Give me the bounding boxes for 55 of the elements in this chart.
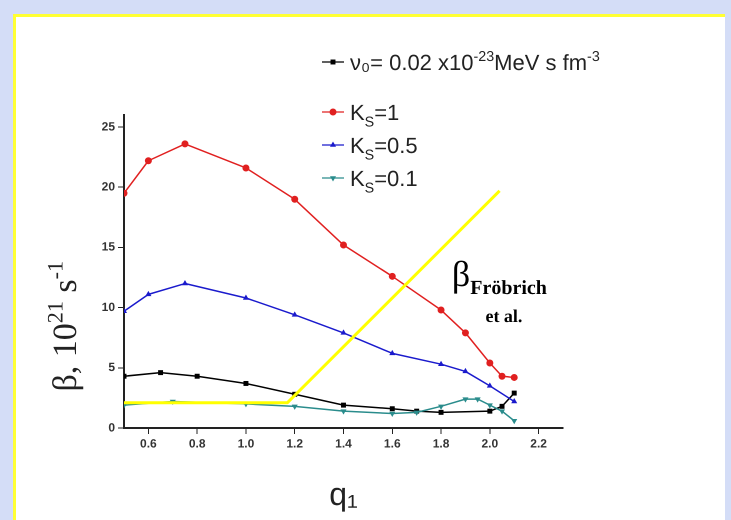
x-tick-label: 1.2 bbox=[286, 436, 304, 451]
point bbox=[462, 329, 469, 336]
point bbox=[182, 280, 188, 286]
point bbox=[438, 404, 444, 410]
x-tick-label: 1.8 bbox=[432, 436, 450, 451]
point bbox=[292, 311, 298, 317]
point bbox=[341, 402, 346, 408]
y-tick-label: 0 bbox=[108, 420, 116, 434]
point bbox=[340, 242, 347, 249]
point bbox=[390, 406, 395, 412]
y-tick-label: 20 bbox=[102, 180, 116, 194]
x-tick-label: 2.2 bbox=[530, 436, 548, 451]
x-tick-label: 2.0 bbox=[481, 436, 498, 451]
y-tick-label: 10 bbox=[102, 300, 116, 314]
y-tick-label: 15 bbox=[102, 240, 116, 254]
y-axis-title: β, 1021 s-1 bbox=[42, 260, 84, 392]
x-tick-label: 1.6 bbox=[384, 436, 401, 451]
point bbox=[438, 306, 445, 314]
point bbox=[158, 370, 164, 376]
point bbox=[194, 374, 200, 379]
x-tick-label: 0.6 bbox=[140, 436, 158, 451]
point bbox=[511, 419, 518, 424]
point bbox=[340, 409, 347, 415]
point bbox=[181, 140, 188, 148]
point bbox=[291, 196, 298, 203]
point bbox=[144, 157, 152, 164]
point bbox=[389, 350, 396, 356]
point bbox=[487, 408, 492, 414]
x-tick-label: 1.4 bbox=[335, 436, 352, 451]
x-tick-label: 0.8 bbox=[188, 436, 206, 451]
point bbox=[340, 329, 347, 335]
y-tick-label: 25 bbox=[102, 119, 116, 134]
point bbox=[462, 397, 468, 403]
y-tick-label: 5 bbox=[108, 360, 116, 374]
point bbox=[145, 290, 152, 296]
point bbox=[388, 272, 396, 280]
point bbox=[498, 372, 506, 380]
point bbox=[389, 412, 396, 418]
point bbox=[243, 380, 248, 386]
point bbox=[242, 164, 250, 172]
point bbox=[438, 410, 444, 415]
point bbox=[486, 359, 494, 366]
point bbox=[292, 404, 298, 410]
point bbox=[498, 409, 506, 415]
point bbox=[511, 398, 518, 404]
point bbox=[510, 374, 518, 381]
point bbox=[438, 360, 444, 366]
point bbox=[462, 368, 468, 374]
point bbox=[500, 404, 505, 409]
point bbox=[486, 382, 493, 388]
x-tick-label: 1.0 bbox=[238, 436, 255, 451]
point bbox=[474, 397, 481, 403]
point bbox=[512, 390, 517, 396]
point bbox=[486, 403, 493, 409]
x-axis-title: q₁ bbox=[329, 476, 358, 512]
